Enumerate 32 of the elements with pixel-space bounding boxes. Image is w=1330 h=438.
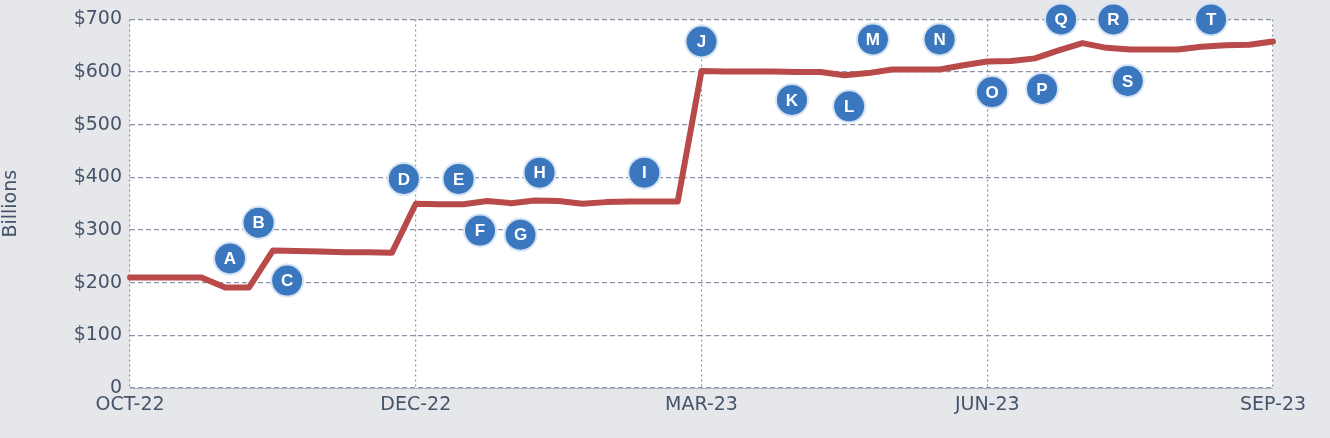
annotation: D: [397, 169, 410, 189]
annotation: E: [452, 169, 465, 189]
y-tick-label: $400: [73, 164, 122, 187]
x-tick-label: DEC-22: [380, 392, 452, 415]
annotation: R: [1107, 10, 1120, 30]
annotation: O: [985, 82, 999, 102]
annotation: N: [933, 30, 946, 50]
y-tick-label: $600: [73, 58, 122, 81]
y-tick-label: $700: [73, 6, 122, 29]
annotation: H: [533, 163, 546, 183]
x-tick-label: SEP-23: [1239, 392, 1307, 415]
annotation: C: [281, 271, 294, 291]
x-tick-label: JUN-23: [953, 392, 1020, 415]
annotation: F: [474, 221, 486, 241]
annotation: A: [223, 249, 237, 269]
annotation: B: [252, 213, 265, 233]
annotation: S: [1122, 71, 1134, 91]
x-tick-label: MAR-23: [665, 392, 738, 415]
y-tick-label: $100: [73, 322, 122, 345]
annotation: Q: [1054, 10, 1068, 30]
y-tick-label: $500: [73, 111, 122, 134]
annotation: J: [696, 32, 707, 52]
annotation: K: [785, 90, 799, 110]
annotation: I: [641, 163, 647, 183]
y-tick-label: $200: [73, 269, 122, 292]
annotation: M: [865, 30, 881, 50]
annotation: G: [513, 225, 528, 245]
annotation: T: [1205, 10, 1217, 30]
y-axis-title: Billions: [0, 169, 21, 238]
annotation: L: [843, 96, 855, 116]
y-tick-label: $300: [73, 216, 122, 239]
annotation: P: [1036, 79, 1048, 99]
